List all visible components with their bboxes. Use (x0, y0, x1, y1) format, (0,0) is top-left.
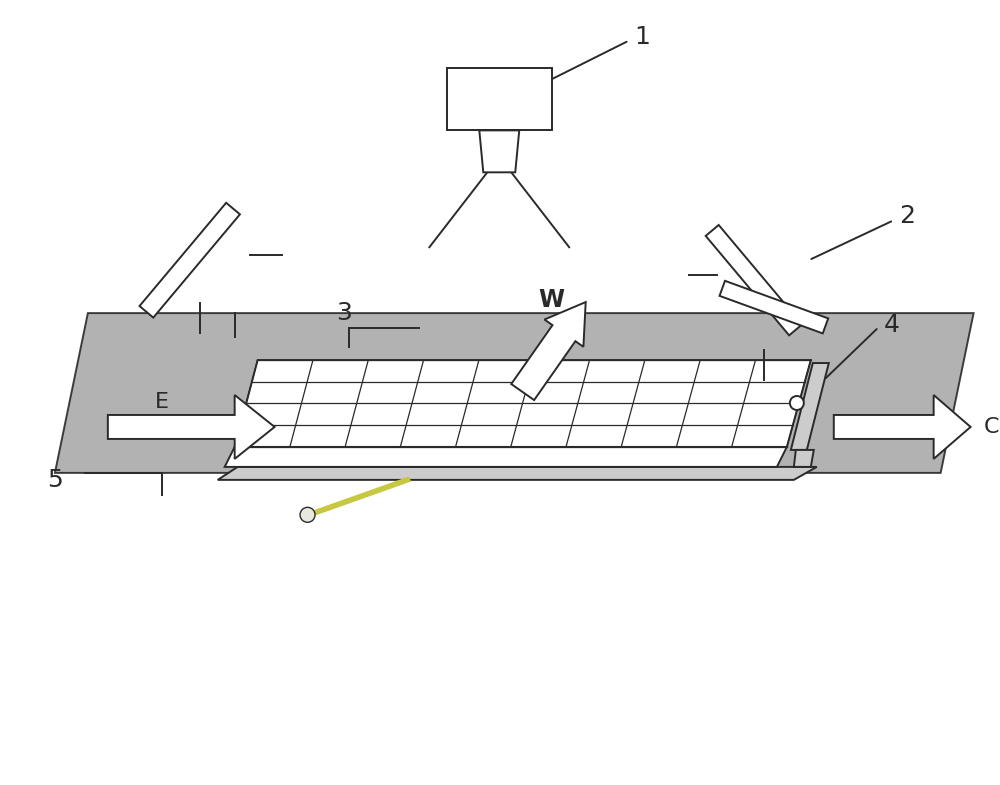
Text: 1: 1 (634, 24, 650, 49)
Text: 3: 3 (337, 301, 352, 325)
Polygon shape (791, 363, 829, 450)
Text: 4: 4 (884, 313, 900, 337)
Polygon shape (834, 395, 971, 459)
Circle shape (300, 507, 315, 522)
Polygon shape (794, 450, 814, 467)
Text: E: E (155, 392, 169, 412)
Circle shape (790, 396, 804, 410)
Polygon shape (511, 302, 586, 400)
Polygon shape (55, 313, 974, 473)
Polygon shape (706, 225, 802, 335)
Polygon shape (720, 281, 828, 334)
Text: 5: 5 (47, 468, 63, 492)
Polygon shape (140, 203, 240, 318)
Polygon shape (479, 130, 519, 173)
Polygon shape (218, 467, 817, 480)
Text: 2: 2 (899, 204, 915, 228)
Polygon shape (225, 447, 787, 467)
Polygon shape (235, 360, 811, 447)
Polygon shape (108, 395, 275, 459)
Text: C: C (984, 417, 999, 437)
Text: W: W (538, 288, 564, 312)
Polygon shape (447, 68, 552, 130)
